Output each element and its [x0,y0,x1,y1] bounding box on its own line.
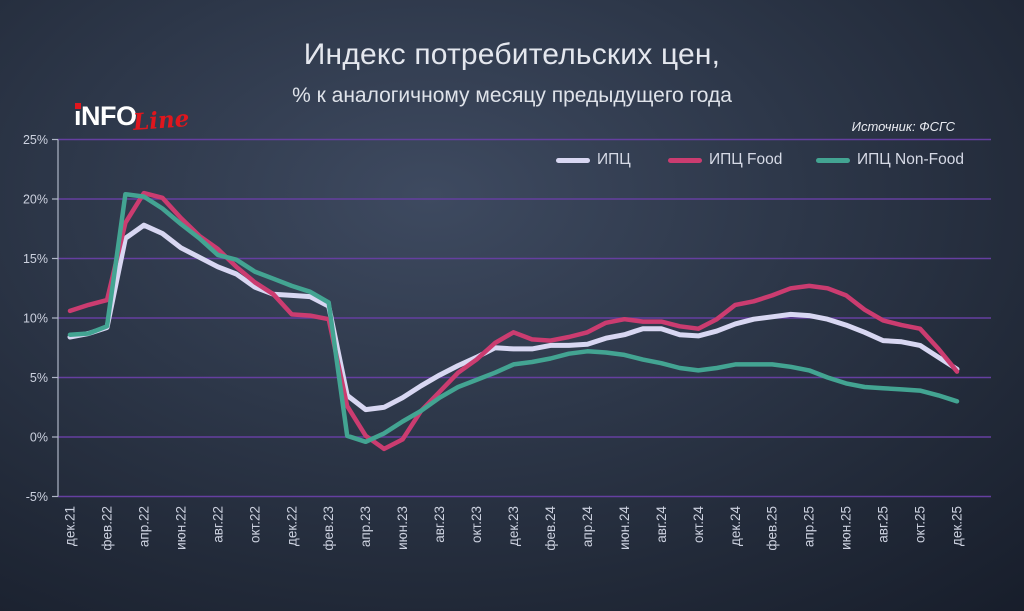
x-tick-label: окт.22 [247,506,262,543]
legend-swatch [668,157,702,163]
source-note: Источник: ФСГС [851,119,955,134]
x-tick-label: июн.23 [395,506,410,550]
y-tick-label: 5% [30,371,48,385]
x-tick-label: апр.24 [580,506,595,548]
x-tick-label: дек.22 [284,506,299,546]
y-tick-label: -5% [26,490,48,504]
x-tick-label: апр.22 [136,506,151,547]
y-tick-label: 25% [23,133,48,147]
infoline-logo: iNFO Line [74,101,190,136]
x-tick-label: авг.22 [210,506,225,543]
x-tick-label: фев.22 [100,506,115,551]
x-tick-label: авг.25 [876,506,891,543]
page-title: Индекс потребительских цен, [303,38,721,71]
series-line-0 [67,222,960,413]
x-tick-label: фев.24 [543,506,558,551]
series-line-1 [67,190,960,452]
page-subtitle: % к аналогичному месяцу предыдущего года [292,84,732,107]
y-tick-label: 0% [30,431,48,445]
x-tick-label: дек.23 [506,506,521,546]
x-tick-label: апр.23 [358,506,373,547]
x-tick-label: авг.24 [654,506,669,543]
legend-label: ИПЦ Non-Food [857,151,964,168]
legend-label: ИПЦ Food [709,151,783,168]
x-tick-label: фев.23 [321,506,336,551]
y-tick-label: 15% [23,252,48,266]
legend-item-ipc: ИПЦ [556,151,631,169]
x-tick-label: апр.25 [802,506,817,547]
legend-label: ИПЦ [597,151,631,168]
x-tick-label: авг.23 [432,506,447,543]
x-tick-label: фев.25 [765,506,780,551]
legend-swatch [816,157,850,163]
legend-item-ipc-nonfood: ИПЦ Non-Food [816,151,964,169]
series-line-2 [67,191,960,445]
x-tick-label: дек.24 [728,506,743,547]
y-tick-label: 10% [23,312,48,326]
legend-swatch [556,157,590,163]
y-tick-label: 20% [23,193,48,207]
legend-item-ipc-food: ИПЦ Food [668,151,782,169]
x-tick-label: дек.25 [950,506,965,546]
x-tick-label: окт.25 [913,506,928,543]
logo-red-dot-icon [75,103,81,109]
x-tick-label: июн.22 [173,506,188,550]
x-tick-label: июн.24 [617,506,632,550]
logo-text-info: iNFO [74,101,137,131]
x-tick-label: окт.24 [691,506,706,544]
x-tick-label: июн.25 [839,506,854,550]
x-tick-label: окт.23 [469,506,484,543]
x-tick-label: дек.21 [63,506,78,546]
